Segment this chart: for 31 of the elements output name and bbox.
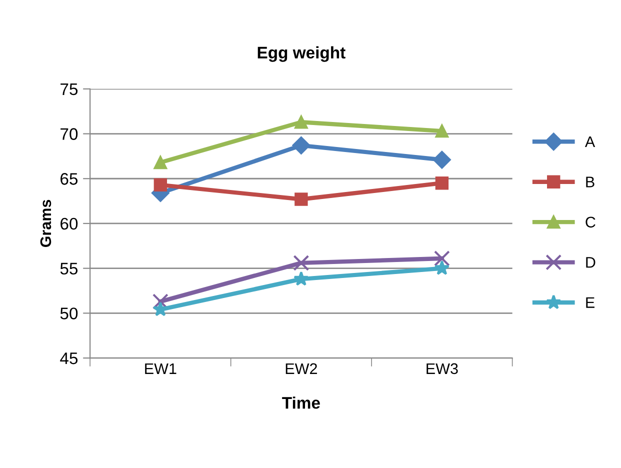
point bbox=[294, 192, 308, 206]
point bbox=[435, 176, 449, 190]
y-tick-label: 75 bbox=[60, 83, 78, 96]
point bbox=[434, 250, 450, 266]
point bbox=[152, 294, 168, 310]
point bbox=[293, 254, 310, 271]
y-tick-label: 70 bbox=[60, 128, 78, 140]
legend-label: A bbox=[584, 136, 596, 147]
y-tick-label: 60 bbox=[60, 218, 78, 230]
point bbox=[154, 178, 168, 192]
point bbox=[294, 271, 309, 286]
point bbox=[292, 136, 310, 154]
y-tick-label: 65 bbox=[60, 173, 78, 185]
x-tick-label: EW3 bbox=[426, 363, 458, 374]
point bbox=[435, 124, 449, 138]
y-tick-label: 45 bbox=[60, 352, 78, 364]
point bbox=[434, 260, 450, 275]
legend-label: B bbox=[586, 176, 594, 188]
x-tick-label: EW2 bbox=[286, 363, 317, 374]
x-axis-title: Time bbox=[282, 396, 320, 409]
x-tick-label: EW1 bbox=[145, 363, 176, 374]
chart-title: Egg weight bbox=[258, 46, 346, 62]
legend-label: E bbox=[586, 297, 594, 308]
y-tick-label: 50 bbox=[60, 308, 78, 320]
legend-label: C bbox=[586, 216, 596, 228]
point bbox=[294, 116, 308, 129]
point bbox=[154, 156, 168, 170]
y-tick-label: 55 bbox=[60, 262, 78, 275]
legend-label: D bbox=[586, 257, 596, 268]
y-axis-title: Grams bbox=[40, 200, 52, 248]
point bbox=[433, 150, 451, 169]
